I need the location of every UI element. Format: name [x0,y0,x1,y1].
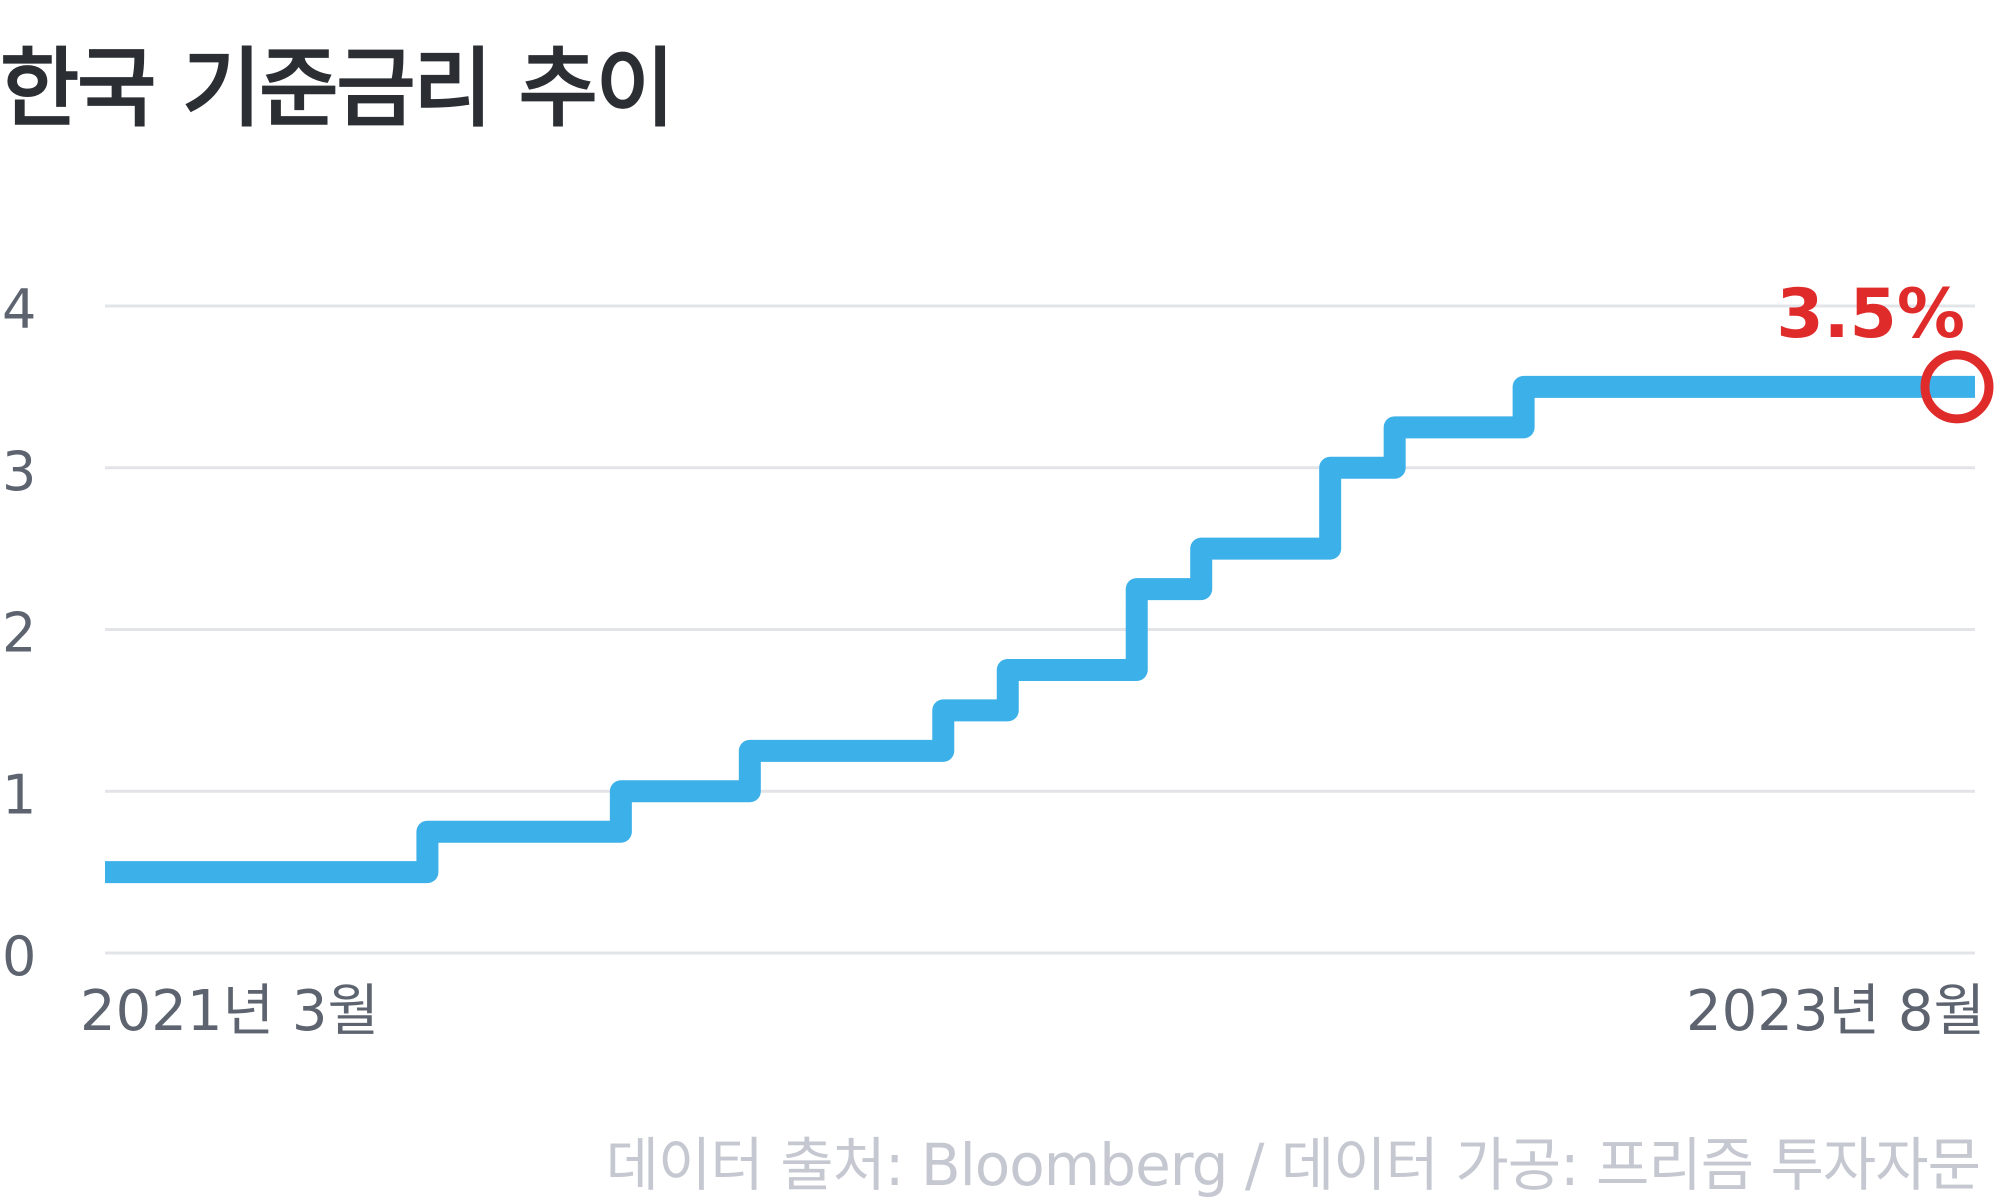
chart-title: 한국 기준금리 추이 [0,39,675,139]
source-note: 데이터 출처: Bloomberg / 데이터 가공: 프리즘 투자자문 [605,1131,1981,1199]
y-tick-label: 1 [2,763,36,826]
y-tick-label: 2 [2,602,36,665]
rate-series-line [105,375,1975,884]
y-tick-label: 0 [2,925,36,988]
highlight-circle [1920,350,1994,424]
value-annotation: 3.5% [1776,275,1965,354]
x-tick-label: 2023년 8월 [1686,979,1985,1044]
x-tick-label: 2021년 3월 [80,979,379,1044]
y-tick-label: 3 [2,440,36,503]
y-tick-label: 4 [2,278,36,341]
